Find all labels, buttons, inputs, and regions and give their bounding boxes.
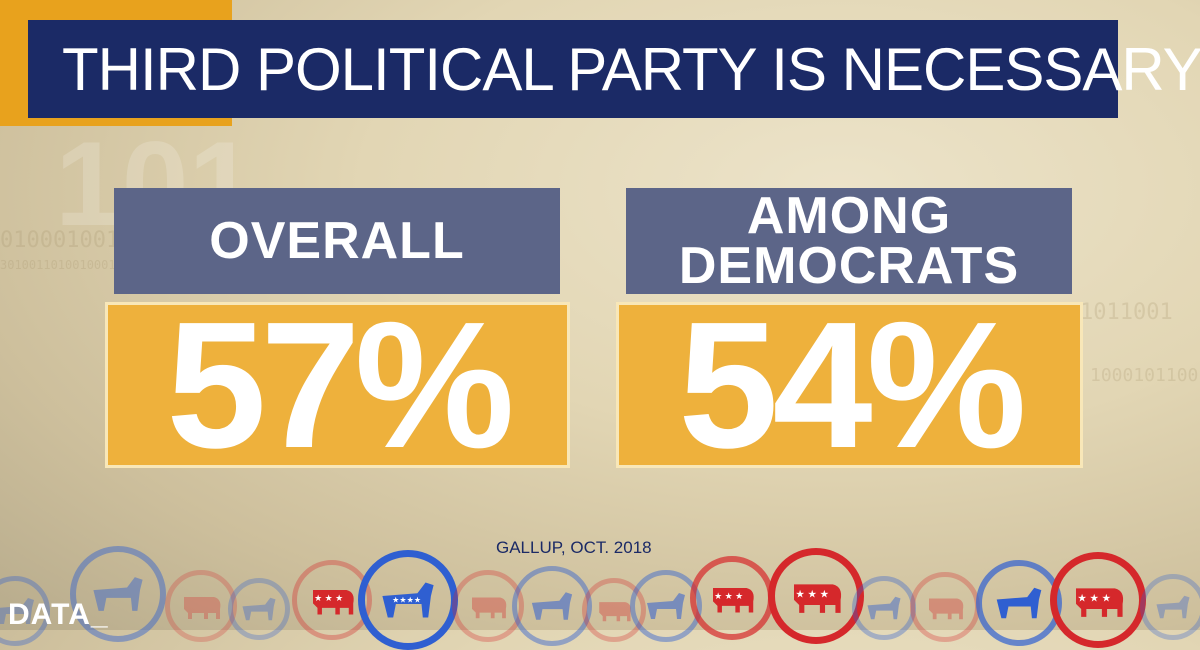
svg-text:★ ★ ★: ★ ★ ★ (795, 589, 829, 600)
value-democrats: 54% (678, 284, 1026, 486)
value-overall-box: 57% (105, 285, 570, 486)
svg-text:★ ★ ★: ★ ★ ★ (314, 593, 343, 603)
label-democrats-line1: AMONG (746, 187, 952, 245)
background-binary-4: 1000101100 (1090, 365, 1199, 386)
page-title: THIRD POLITICAL PARTY IS NECESSARY (62, 35, 1200, 103)
value-democrats-box: 54% (616, 285, 1083, 486)
background-binary-3: 1011001 (1080, 300, 1173, 325)
label-overall: OVERALL (114, 188, 560, 294)
source-citation: GALLUP, OCT. 2018 (496, 538, 652, 557)
label-democrats-line2: DEMOCRATS (678, 237, 1020, 295)
data-logo: DATA_ (8, 598, 109, 631)
svg-text:★★★★: ★★★★ (392, 596, 421, 605)
label-democrats: AMONG DEMOCRATS (626, 188, 1072, 294)
donkey-icon (976, 560, 1062, 646)
value-overall: 57% (166, 284, 514, 486)
elephant-icon: ★ ★ ★ (1050, 552, 1146, 648)
elephant-icon: ★ ★ ★ (690, 556, 774, 640)
donkey-icon (1140, 574, 1200, 640)
title-bar: THIRD POLITICAL PARTY IS NECESSARY (28, 20, 1200, 118)
party-icons-row: ★ ★ ★ ★★★★ ★ ★ ★ ★ ★ ★ ★ ★ ★ (0, 546, 1200, 650)
svg-text:★ ★ ★: ★ ★ ★ (1077, 593, 1111, 604)
elephant-icon (165, 570, 237, 642)
donkey-icon (852, 576, 916, 640)
donkey-icon (228, 578, 290, 640)
donkey-icon: ★★★★ (358, 550, 458, 650)
donkey-icon (512, 566, 592, 646)
elephant-icon (910, 572, 980, 642)
svg-text:★ ★ ★: ★ ★ ★ (714, 591, 743, 601)
label-overall-text: OVERALL (209, 212, 465, 270)
